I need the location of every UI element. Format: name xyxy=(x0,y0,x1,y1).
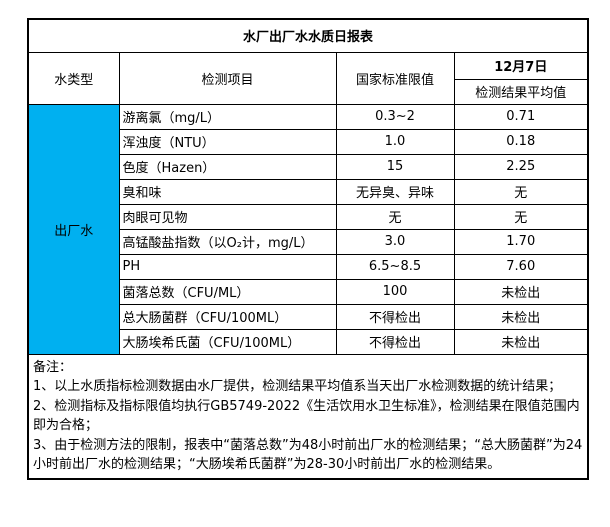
column-header-standard: 国家标准限值 xyxy=(335,51,455,105)
result-value-cell: 2.25 xyxy=(453,153,589,180)
column-header-item: 检测项目 xyxy=(118,51,337,105)
item-cell: 高锰酸盐指数（以O₂计，mg/L） xyxy=(118,228,337,255)
result-value-cell: 未检出 xyxy=(453,278,589,305)
page-title: 水厂出厂水水质日报表 xyxy=(27,18,589,53)
standard-limit-cell: 不得检出 xyxy=(335,303,455,330)
standard-limit-cell: 1.0 xyxy=(335,128,455,155)
note-line: 1、以上水质指标检测数据由水厂提供，检测结果平均值系当天出厂水检测数据的统计结果… xyxy=(33,379,562,395)
table-row: 高锰酸盐指数（以O₂计，mg/L） 3.0 1.70 xyxy=(28,228,589,255)
table-row: 总大肠菌群（CFU/100ML） 不得检出 未检出 xyxy=(28,303,589,330)
item-cell: 色度（Hazen） xyxy=(118,153,337,180)
notes-label: 备注： xyxy=(33,359,73,375)
notes-section: 备注： 1、以上水质指标检测数据由水厂提供，检测结果平均值系当天出厂水检测数据的… xyxy=(27,353,589,480)
title-row: 水厂出厂水水质日报表 xyxy=(27,18,589,53)
result-value-cell: 0.71 xyxy=(453,103,589,130)
standard-limit-cell: 无异臭、异味 xyxy=(335,178,455,205)
column-header-result: 检测结果平均值 xyxy=(453,78,589,105)
result-value-cell: 未检出 xyxy=(453,303,589,330)
note-line: 3、由于检测方法的限制，报表中“菌落总数”为48小时前出厂水的检测结果；“总大肠… xyxy=(33,437,583,473)
result-value-cell: 无 xyxy=(453,203,589,230)
table-row: 浑浊度（NTU） 1.0 0.18 xyxy=(28,128,589,155)
data-rows: 出厂水 游离氯（mg/L） 0.3~2 0.71 浑浊度（NTU） 1.0 0.18 色度（H… xyxy=(27,103,589,355)
table-row: 色度（Hazen） 15 2.25 xyxy=(28,153,589,180)
table-row: 肉眼可见物无无 xyxy=(28,203,589,230)
item-cell: 大肠埃希氏菌（CFU/100ML） xyxy=(118,328,337,355)
table-row: 出厂水 游离氯（mg/L） 0.3~2 0.71 xyxy=(27,103,589,355)
table-row: 大肠埃希氏菌（CFU/100ML） 不得检出 未检出 xyxy=(28,328,589,355)
standard-limit-cell: 3.0 xyxy=(335,228,455,255)
standard-limit-cell: 不得检出 xyxy=(335,328,455,355)
standard-limit-cell: 6.5~8.5 xyxy=(335,253,455,280)
item-cell: PH xyxy=(118,253,337,280)
item-cell: 菌落总数（CFU/ML） xyxy=(118,278,337,305)
result-value-cell: 7.60 xyxy=(453,253,589,280)
standard-limit-cell: 无 xyxy=(335,203,455,230)
header-row-2: 检测结果平均值 xyxy=(28,78,589,105)
column-header-water-type: 水类型 xyxy=(27,51,120,105)
item-cell: 总大肠菌群（CFU/100ML） xyxy=(118,303,337,330)
notes-row: 备注： 1、以上水质指标检测数据由水厂提供，检测结果平均值系当天出厂水检测数据的… xyxy=(27,353,589,480)
standard-limit-cell: 0.3~2 xyxy=(335,103,455,130)
table-row: 臭和味 无异臭、异味无 xyxy=(28,178,589,205)
result-value-cell: 无 xyxy=(453,178,589,205)
water-quality-report-table: 水厂出厂水水质日报表 水类型 检测项目 国家标准限值 12月7日 检测结果平均值… xyxy=(27,18,590,480)
item-cell: 肉眼可见物 xyxy=(118,203,337,230)
item-cell: 游离氯（mg/L） xyxy=(118,103,337,130)
table-row: PH 6.5~8.5 7.60 xyxy=(28,253,589,280)
standard-limit-cell: 15 xyxy=(335,153,455,180)
standard-limit-cell: 100 xyxy=(335,278,455,305)
header-row-1: 水类型 检测项目 国家标准限值 12月7日 xyxy=(27,51,589,105)
table-row: 菌落总数（CFU/ML） 100 未检出 xyxy=(28,278,589,305)
result-value-cell: 0.18 xyxy=(453,128,589,155)
result-value-cell: 未检出 xyxy=(453,328,589,355)
result-value-cell: 1.70 xyxy=(453,228,589,255)
water-type-cell: 出厂水 xyxy=(27,103,120,355)
item-cell: 浑浊度（NTU） xyxy=(118,128,337,155)
item-cell: 臭和味 xyxy=(118,178,337,205)
report-date: 12月7日 xyxy=(453,51,589,80)
note-line: 2、检测指标及指标限值均执行GB5749-2022《生活饮用水卫生标准》，检测结… xyxy=(33,398,580,434)
